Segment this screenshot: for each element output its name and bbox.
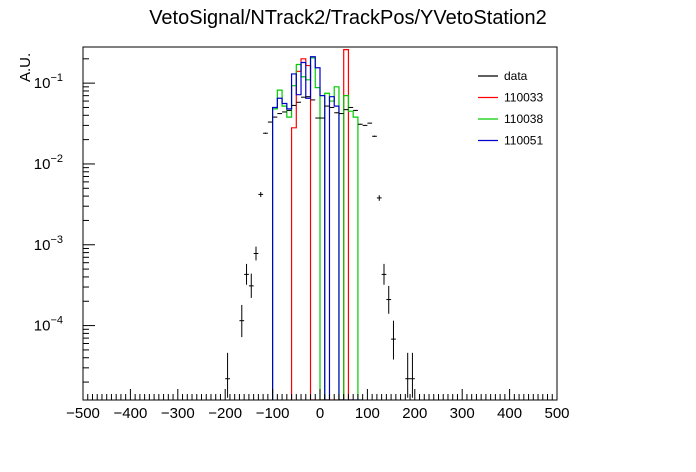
x-tick-label: −500 bbox=[66, 405, 100, 422]
x-tick-label: −400 bbox=[114, 405, 148, 422]
x-tick-label: −200 bbox=[208, 405, 242, 422]
x-tick-label: 500 bbox=[544, 405, 569, 422]
legend-label-110038: 110038 bbox=[504, 112, 543, 126]
data-point bbox=[305, 96, 311, 98]
data-point bbox=[277, 113, 283, 115]
data-point bbox=[272, 116, 278, 118]
data-point bbox=[324, 105, 330, 107]
data-point bbox=[353, 109, 358, 111]
data-point bbox=[334, 112, 339, 114]
data-point bbox=[357, 123, 363, 125]
x-tick-label: −100 bbox=[256, 405, 290, 422]
data-point bbox=[253, 246, 259, 261]
data-point bbox=[296, 101, 302, 103]
series-110051-histogram bbox=[272, 56, 363, 400]
y-tick-exponent: −1 bbox=[50, 72, 63, 84]
y-tick-exponent: −3 bbox=[50, 234, 63, 246]
legend: data 110033 110038 110051 bbox=[478, 69, 543, 148]
y-tick-exponent: −4 bbox=[50, 315, 63, 327]
data-point bbox=[391, 320, 396, 360]
data-point bbox=[348, 106, 354, 108]
x-tick-label: 100 bbox=[355, 405, 380, 422]
x-tick-label: 200 bbox=[402, 405, 427, 422]
data-point bbox=[248, 273, 254, 298]
data-point bbox=[320, 117, 325, 119]
data-point bbox=[372, 135, 377, 137]
data-point bbox=[386, 285, 392, 314]
y-tick-exponent: −2 bbox=[50, 153, 63, 165]
data-point bbox=[263, 132, 268, 134]
data-point bbox=[239, 304, 245, 338]
data-point bbox=[267, 121, 273, 123]
data-point bbox=[343, 109, 349, 111]
x-tick-label: 400 bbox=[497, 405, 522, 422]
data-point bbox=[367, 122, 373, 124]
legend-label-data: data bbox=[504, 69, 528, 83]
plot-content bbox=[225, 49, 415, 400]
data-point bbox=[291, 104, 297, 106]
legend-label-110033: 110033 bbox=[504, 91, 543, 105]
data-point bbox=[410, 352, 415, 398]
data-point bbox=[381, 263, 387, 285]
data-point bbox=[362, 124, 368, 126]
data-point bbox=[282, 111, 287, 113]
x-tick-label: 0 bbox=[316, 405, 324, 422]
x-tick-label: −300 bbox=[161, 405, 195, 422]
data-point bbox=[315, 117, 320, 119]
chart-title: VetoSignal/NTrack2/TrackPos/YVetoStation… bbox=[149, 7, 547, 29]
x-tick-label: 300 bbox=[450, 405, 475, 422]
x-axis: −500 −400 −300 −200 −100 0 100 200 300 400 500 bbox=[66, 389, 570, 422]
data-point bbox=[329, 106, 335, 108]
legend-label-110051: 110051 bbox=[504, 134, 543, 148]
y-axis-label: A.U. bbox=[17, 53, 34, 82]
data-point bbox=[225, 352, 230, 398]
data-point bbox=[405, 352, 411, 398]
data-point bbox=[310, 99, 316, 101]
data-point bbox=[286, 109, 292, 111]
data-point bbox=[301, 96, 306, 98]
data-point bbox=[338, 113, 344, 115]
data-point bbox=[244, 263, 249, 285]
data-point bbox=[376, 195, 382, 201]
data-point bbox=[258, 191, 264, 198]
